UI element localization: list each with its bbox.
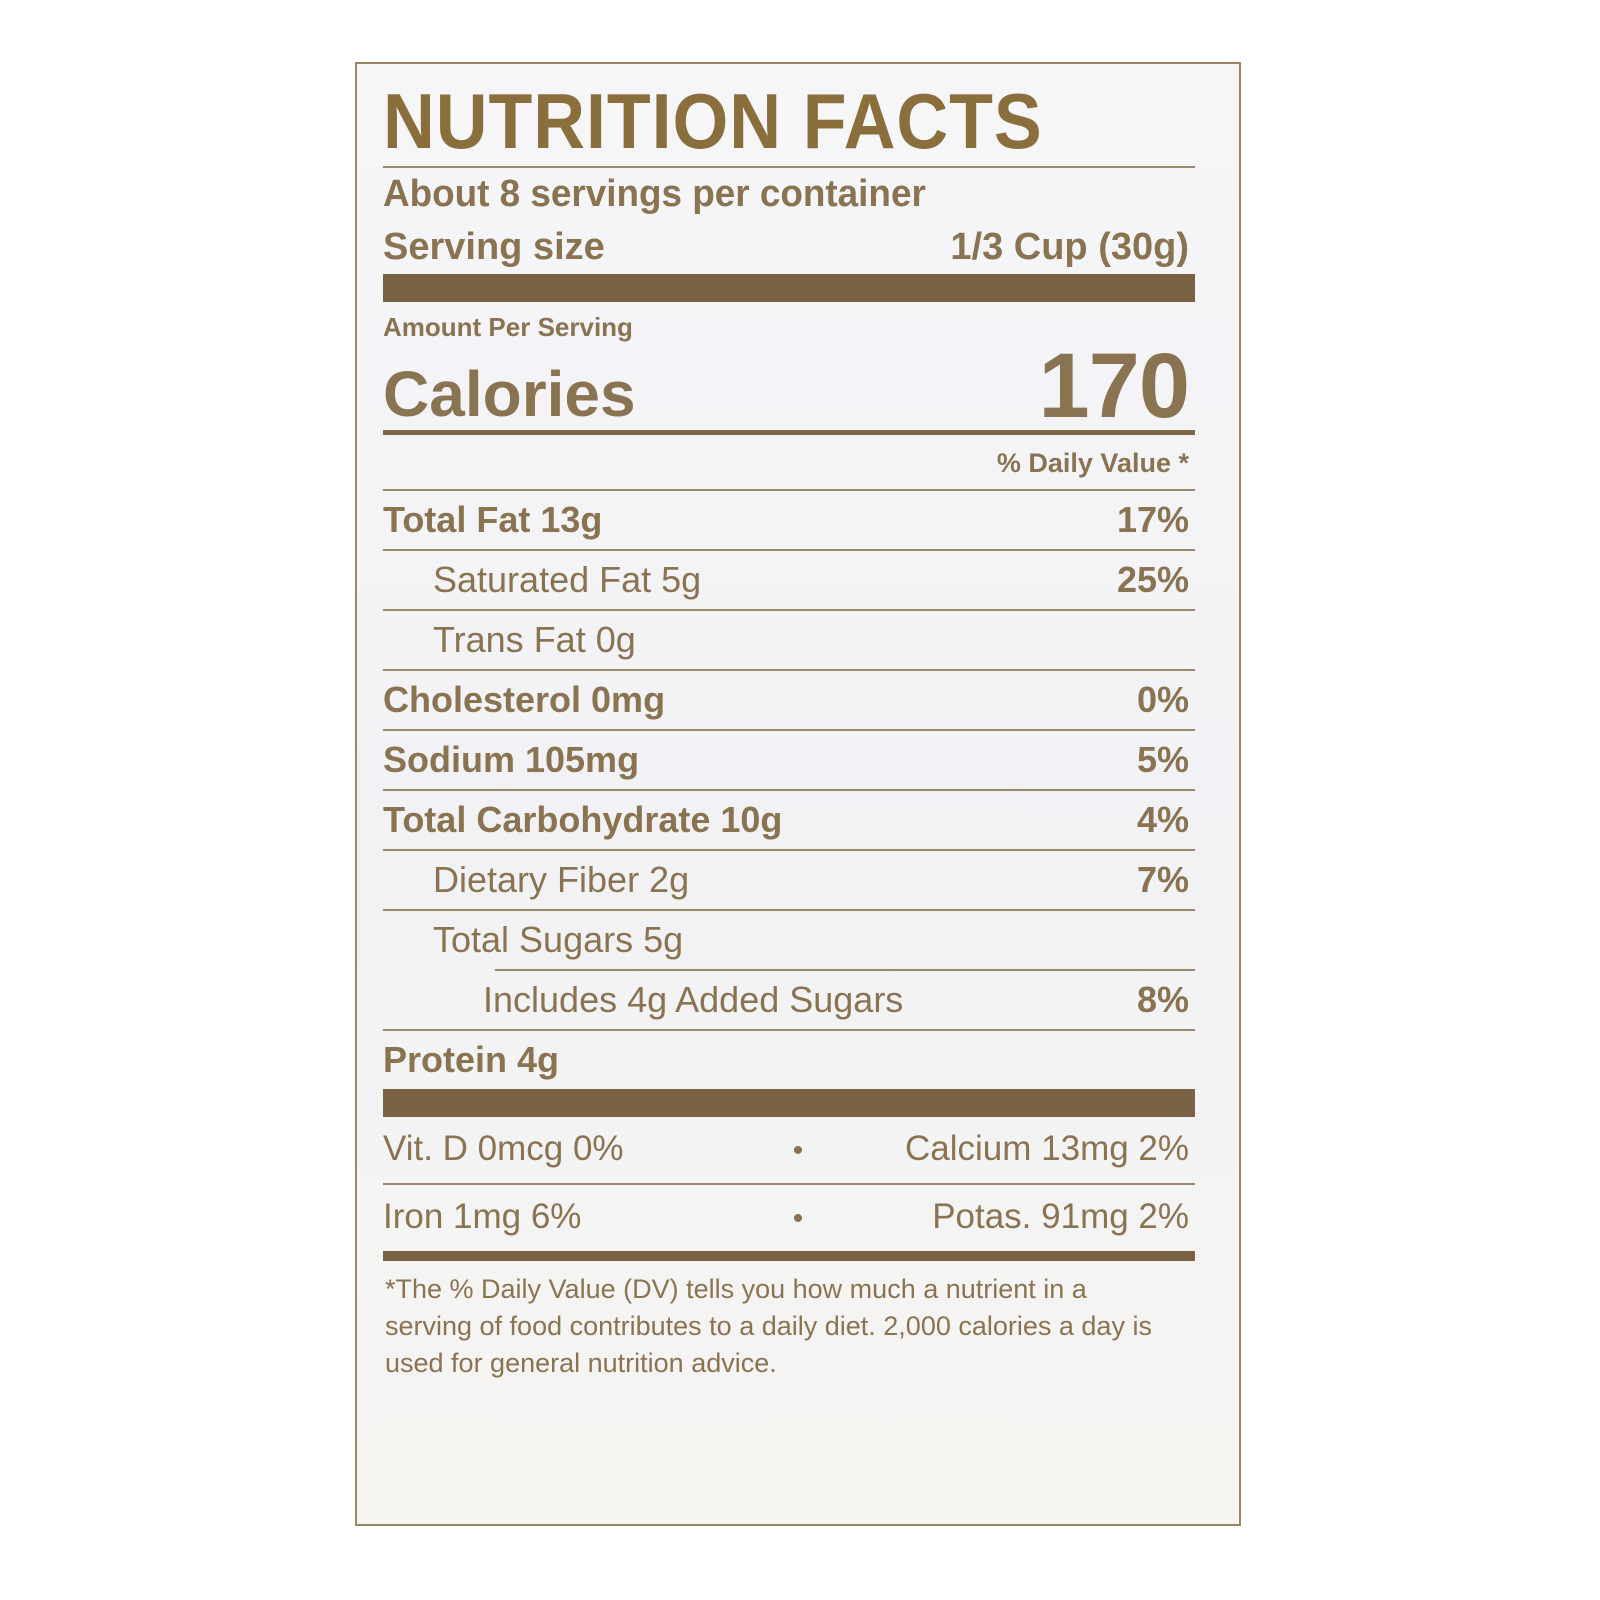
thick-bar-above-calories xyxy=(383,274,1195,302)
nutrient-name: Cholesterol 0mg xyxy=(383,679,666,720)
calories-row: Calories 170 xyxy=(383,335,1195,437)
nutrient-row-divider xyxy=(383,549,1195,551)
divider-under-dv-header xyxy=(383,489,1195,491)
nutrient-row-divider xyxy=(383,1029,1195,1031)
daily-value-header: % Daily Value * xyxy=(996,448,1189,478)
divider-under-title xyxy=(383,166,1195,168)
nutrient-daily-value: 4% xyxy=(1136,799,1189,840)
serving-size-value: 1/3 Cup (30g) xyxy=(950,226,1189,268)
nutrient-row: Cholesterol 0mg 0% xyxy=(383,671,1195,729)
nutrient-daily-value: 8% xyxy=(1136,979,1189,1020)
nutrient-list: Total Fat 13g 17% Saturated Fat 5g 25% Trans… xyxy=(383,491,1195,1089)
nutrient-row: Protein 4g xyxy=(383,1031,1195,1089)
nutrient-daily-value: 0% xyxy=(1136,679,1189,720)
nutrient-row: Sodium 105mg 5% xyxy=(383,731,1195,789)
nutrient-row-divider xyxy=(495,969,1195,971)
nutrient-row-divider xyxy=(383,789,1195,791)
nutrient-row-divider xyxy=(383,669,1195,671)
vitamin-mineral-list: Vit. D 0mcg 0% • Calcium 13mg 2% Iron 1mg 6… xyxy=(383,1117,1195,1251)
nutrient-daily-value: 17% xyxy=(1116,499,1189,540)
nutrient-daily-value: 25% xyxy=(1116,559,1189,600)
nutrient-row-divider xyxy=(383,609,1195,611)
vitamin-right-value: Potas. 91mg 2% xyxy=(932,1197,1189,1236)
nutrient-name: Total Sugars 5g xyxy=(433,919,684,960)
nutrient-name: Saturated Fat 5g xyxy=(433,559,702,600)
vitamin-row-divider xyxy=(383,1183,1195,1185)
nutrient-name: Includes 4g Added Sugars xyxy=(483,979,904,1020)
thick-bar-above-vitamins xyxy=(383,1089,1195,1117)
serving-size-label: Serving size xyxy=(383,226,605,268)
amount-per-serving-label: Amount Per Serving xyxy=(383,312,633,342)
nutrient-name: Sodium 105mg xyxy=(383,739,640,780)
calories-value: 170 xyxy=(1038,335,1190,437)
bullet-separator-icon: • xyxy=(792,1202,804,1235)
nutrient-name: Total Carbohydrate 10g xyxy=(383,799,783,840)
nutrition-facts-label: NUTRITION FACTS About 8 servings per con… xyxy=(355,62,1241,1526)
nutrient-name: Total Fat 13g xyxy=(383,499,603,540)
bullet-separator-icon: • xyxy=(792,1134,804,1167)
daily-value-footnote: *The % Daily Value (DV) tells you how mu… xyxy=(385,1274,1152,1378)
serving-size-row: Serving size 1/3 Cup (30g) xyxy=(383,220,1195,274)
nutrient-row-divider xyxy=(383,849,1195,851)
nutrient-name: Trans Fat 0g xyxy=(433,619,636,660)
nutrient-row-divider xyxy=(383,729,1195,731)
servings-per-container: About 8 servings per container xyxy=(383,173,926,215)
nutrient-row: Total Carbohydrate 10g 4% xyxy=(383,791,1195,849)
vitamin-row: Iron 1mg 6% • Potas. 91mg 2% xyxy=(383,1185,1195,1251)
nutrient-row-divider xyxy=(383,909,1195,911)
nutrient-name: Protein 4g xyxy=(383,1039,560,1080)
bar-above-footnote xyxy=(383,1251,1195,1261)
nutrient-row: Saturated Fat 5g 25% xyxy=(383,551,1195,609)
divider-under-calories xyxy=(383,430,1195,435)
nutrient-row: Includes 4g Added Sugars 8% xyxy=(383,971,1195,1029)
nutrient-row: Trans Fat 0g xyxy=(383,611,1195,669)
nutrient-daily-value: 5% xyxy=(1136,739,1189,780)
label-content: NUTRITION FACTS About 8 servings per con… xyxy=(383,74,1195,1514)
nutrient-row: Total Sugars 5g xyxy=(383,911,1195,969)
nutrient-row: Total Fat 13g 17% xyxy=(383,491,1195,549)
nutrient-row: Dietary Fiber 2g 7% xyxy=(383,851,1195,909)
vitamin-row: Vit. D 0mcg 0% • Calcium 13mg 2% xyxy=(383,1117,1195,1183)
calories-label: Calories xyxy=(383,358,636,430)
nutrient-daily-value: 7% xyxy=(1136,859,1189,900)
vitamin-right-value: Calcium 13mg 2% xyxy=(905,1129,1189,1168)
page-title: NUTRITION FACTS xyxy=(383,77,1043,165)
vitamin-left-value: Vit. D 0mcg 0% xyxy=(383,1129,624,1168)
vitamin-left-value: Iron 1mg 6% xyxy=(383,1197,582,1236)
nutrient-name: Dietary Fiber 2g xyxy=(433,859,690,900)
